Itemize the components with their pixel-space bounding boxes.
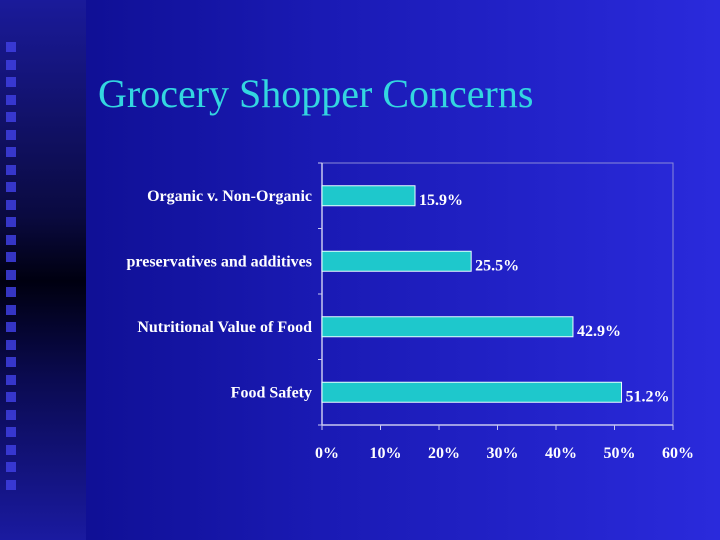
- x-tick-label: 10%: [370, 445, 402, 462]
- decorative-square: [6, 234, 16, 245]
- category-label: Nutritional Value of Food: [137, 319, 312, 336]
- x-tick-label: 20%: [428, 445, 460, 462]
- data-label: 42.9%: [577, 323, 621, 340]
- decorative-square-column: [6, 42, 18, 497]
- decorative-square: [6, 479, 16, 490]
- x-tick-label: 0%: [315, 445, 339, 462]
- decorative-square: [6, 374, 16, 385]
- decorative-square: [6, 217, 16, 227]
- decorative-square: [6, 77, 16, 87]
- decorative-square: [6, 59, 16, 70]
- decorative-square: [6, 304, 16, 315]
- bar: [321, 316, 574, 338]
- decorative-square: [6, 94, 16, 105]
- decorative-square: [6, 339, 16, 350]
- decorative-square: [6, 427, 16, 437]
- decorative-square: [6, 269, 16, 280]
- decorative-square: [6, 357, 16, 367]
- decorative-square: [6, 287, 16, 297]
- decorative-square: [6, 252, 16, 262]
- x-tick-label: 40%: [545, 445, 577, 462]
- decorative-square: [6, 322, 16, 332]
- decorative-square: [6, 42, 16, 52]
- x-tick-label: 60%: [662, 445, 694, 462]
- x-tick-label: 50%: [604, 445, 636, 462]
- data-label: 51.2%: [626, 388, 670, 405]
- data-label: 25.5%: [475, 257, 519, 274]
- decorative-square: [6, 182, 16, 192]
- decorative-square: [6, 147, 16, 157]
- data-label: 15.9%: [419, 192, 463, 209]
- decorative-square: [6, 164, 16, 175]
- decorative-square: [6, 462, 16, 472]
- bar: [321, 185, 416, 207]
- decorative-square: [6, 112, 16, 122]
- category-label: Food Safety: [231, 384, 312, 401]
- bar: [321, 381, 623, 403]
- decorative-left-strip: [0, 0, 86, 540]
- decorative-square: [6, 199, 16, 210]
- slide-title: Grocery Shopper Concerns: [98, 71, 534, 116]
- x-tick-label: 30%: [487, 445, 519, 462]
- decorative-square: [6, 409, 16, 420]
- bar: [321, 250, 472, 272]
- category-label: Organic v. Non-Organic: [147, 188, 312, 205]
- category-label: preservatives and additives: [127, 253, 312, 270]
- decorative-square: [6, 444, 16, 455]
- decorative-square: [6, 392, 16, 402]
- decorative-square: [6, 129, 16, 140]
